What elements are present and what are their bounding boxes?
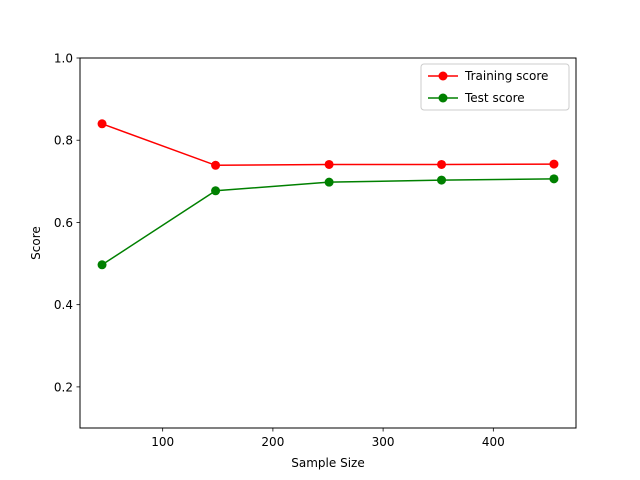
x-tick-label: 100	[151, 435, 174, 449]
y-axis: 0.2 0.4 0.6 0.8 1.0	[54, 52, 80, 394]
y-tick-label: 0.6	[54, 216, 73, 230]
data-point-training	[211, 160, 221, 170]
data-point-test	[211, 186, 221, 196]
y-tick-label: 0.2	[54, 380, 73, 394]
legend-entry-training: Training score	[428, 69, 548, 83]
legend-label-test: Test score	[464, 91, 525, 105]
data-point-training	[97, 119, 107, 129]
data-point-training	[437, 159, 447, 169]
x-axis-label: Sample Size	[291, 456, 364, 470]
data-point-test	[549, 174, 559, 184]
series-layer	[97, 119, 559, 270]
y-axis-label: Score	[29, 226, 43, 260]
data-point-training	[324, 159, 334, 169]
legend-label-training: Training score	[464, 69, 548, 83]
data-point-training	[549, 159, 559, 169]
data-point-test	[437, 175, 447, 185]
plot-area	[80, 58, 576, 428]
x-tick-label: 400	[482, 435, 505, 449]
data-point-test	[324, 177, 334, 187]
x-tick-label: 300	[372, 435, 395, 449]
legend-marker-test	[438, 93, 448, 103]
x-axis: 100 200 300 400	[151, 428, 505, 449]
legend-entry-test: Test score	[428, 91, 525, 105]
x-tick-label: 200	[261, 435, 284, 449]
legend-marker-training	[438, 71, 448, 81]
plot-frame	[79, 57, 577, 429]
data-point-test	[97, 260, 107, 270]
y-tick-label: 0.4	[54, 298, 73, 312]
legend: Training score Test score	[420, 63, 570, 111]
y-tick-label: 1.0	[54, 52, 73, 66]
y-tick-label: 0.8	[54, 134, 73, 148]
